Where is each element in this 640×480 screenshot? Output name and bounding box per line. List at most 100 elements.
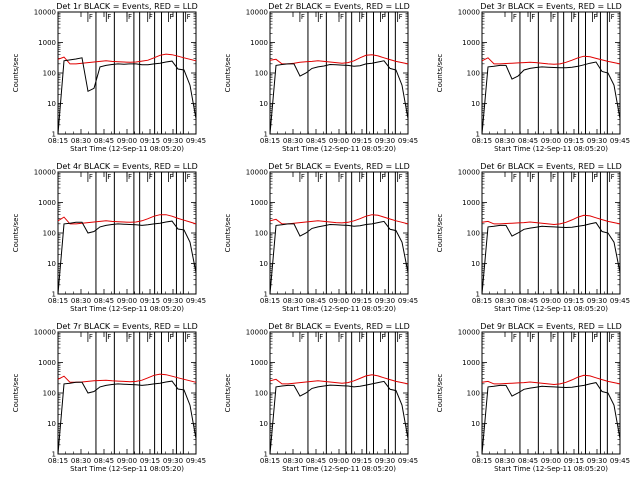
x-tick-label: 08:15 xyxy=(48,137,68,145)
chart-panel-3: Det 3r BLACK = Events, RED = LLD 1 10 100 10… xyxy=(436,2,630,153)
x-tick-label: 09:15 xyxy=(140,297,160,305)
x-tick-label: 09:00 xyxy=(329,457,349,465)
y-axis-label: Counts/sec xyxy=(224,54,232,93)
y-tick-label: 10 xyxy=(47,260,56,268)
flag-label: F xyxy=(107,13,111,21)
flag-label: F xyxy=(611,333,615,341)
flag-label: F xyxy=(361,13,365,21)
chart-title: Det 8r BLACK = Events, RED = LLD xyxy=(268,322,410,331)
x-tick-label: 08:45 xyxy=(94,137,114,145)
x-tick-label: 08:30 xyxy=(283,297,303,305)
flag-label: F xyxy=(149,173,153,181)
x-tick-label: 08:30 xyxy=(495,297,515,305)
y-tick-label: 10000 xyxy=(458,329,480,337)
y-axis-label: Counts/sec xyxy=(224,374,232,413)
y-tick-label: 100 xyxy=(255,70,268,78)
x-axis-label: Start Time (12-Sep-11 08:05:20) xyxy=(70,305,184,313)
x-tick-label: 08:30 xyxy=(71,297,91,305)
y-axis-label: Counts/sec xyxy=(436,214,444,253)
x-tick-label: 09:00 xyxy=(117,137,137,145)
chart-panel-2: Det 2r BLACK = Events, RED = LLD 1 10 100 10… xyxy=(224,2,418,153)
flag-label: F xyxy=(340,13,344,21)
plot-frame xyxy=(481,11,621,135)
x-tick-label: 09:30 xyxy=(587,297,607,305)
plot-frame xyxy=(481,171,621,295)
plot-frame xyxy=(481,331,621,455)
flag-label: F xyxy=(531,13,535,21)
x-tick-label: 09:45 xyxy=(610,457,630,465)
flag-label: F xyxy=(301,13,305,21)
y-tick-label: 1 xyxy=(52,131,56,139)
chart-panel-5: Det 5r BLACK = Events, RED = LLD 1 10 100 10… xyxy=(224,162,418,313)
y-tick-label: 100 xyxy=(255,230,268,238)
flag-label: F xyxy=(573,173,577,181)
x-tick-label: 09:15 xyxy=(352,137,372,145)
flag-label: F xyxy=(128,333,132,341)
series-lld-line xyxy=(57,214,197,225)
flag-label: F xyxy=(107,333,111,341)
x-tick-label: 09:30 xyxy=(163,457,183,465)
chart-title: Det 7r BLACK = Events, RED = LLD xyxy=(56,322,198,331)
flag-label: F xyxy=(611,173,615,181)
flag-label: F xyxy=(89,333,93,341)
plot-frame xyxy=(57,171,197,295)
x-tick-label: 09:30 xyxy=(375,297,395,305)
flag-label: F xyxy=(593,333,597,341)
x-tick-label: 09:30 xyxy=(587,457,607,465)
chart-panel-8: Det 8r BLACK = Events, RED = LLD 1 10 100 10… xyxy=(224,322,418,473)
x-tick-label: 08:30 xyxy=(283,137,303,145)
y-tick-label: 10 xyxy=(259,420,268,428)
flag-label: F xyxy=(149,333,153,341)
flag-label: F xyxy=(169,173,173,181)
y-axis-label: Counts/sec xyxy=(224,214,232,253)
flag-label: F xyxy=(149,13,153,21)
x-axis-label: Start Time (12-Sep-11 08:05:20) xyxy=(494,465,608,473)
series-events-line xyxy=(269,380,409,455)
x-tick-label: 08:30 xyxy=(495,137,515,145)
x-tick-label: 08:45 xyxy=(518,457,538,465)
chart-title: Det 3r BLACK = Events, RED = LLD xyxy=(480,2,622,11)
y-tick-label: 10 xyxy=(47,420,56,428)
x-tick-label: 08:45 xyxy=(306,137,326,145)
chart-title: Det 2r BLACK = Events, RED = LLD xyxy=(268,2,410,11)
series-lld-line xyxy=(269,374,409,385)
x-tick-label: 08:30 xyxy=(283,457,303,465)
flag-label: F xyxy=(89,173,93,181)
y-tick-label: 1000 xyxy=(462,199,480,207)
series-lld-line xyxy=(57,53,197,65)
flag-label: F xyxy=(301,333,305,341)
series-events-line xyxy=(269,220,409,295)
y-tick-label: 100 xyxy=(43,390,56,398)
y-tick-label: 10 xyxy=(259,100,268,108)
flag-label: F xyxy=(399,13,403,21)
x-tick-label: 08:45 xyxy=(306,297,326,305)
flag-label: F xyxy=(552,333,556,341)
y-tick-label: 1000 xyxy=(250,359,268,367)
flag-label: F xyxy=(513,13,517,21)
x-tick-label: 09:15 xyxy=(352,297,372,305)
x-tick-label: 09:00 xyxy=(329,137,349,145)
y-tick-label: 1000 xyxy=(250,199,268,207)
flag-label: F xyxy=(381,13,385,21)
x-tick-label: 09:15 xyxy=(564,297,584,305)
flag-label: F xyxy=(399,173,403,181)
x-axis-label: Start Time (12-Sep-11 08:05:20) xyxy=(494,145,608,153)
flag-label: F xyxy=(611,13,615,21)
y-axis-label: Counts/sec xyxy=(12,54,20,93)
x-tick-label: 08:30 xyxy=(71,137,91,145)
y-tick-label: 10 xyxy=(471,260,480,268)
x-tick-label: 08:15 xyxy=(260,457,280,465)
y-axis-label: Counts/sec xyxy=(12,374,20,413)
series-lld-line xyxy=(481,214,621,226)
series-lld-line xyxy=(269,54,409,65)
chart-panel-7: Det 7r BLACK = Events, RED = LLD 1 10 100 10… xyxy=(12,322,206,473)
flag-label: F xyxy=(573,333,577,341)
x-tick-label: 09:30 xyxy=(375,137,395,145)
series-events-line xyxy=(481,222,621,295)
y-tick-label: 100 xyxy=(255,390,268,398)
x-tick-label: 09:00 xyxy=(117,297,137,305)
x-tick-label: 09:45 xyxy=(186,297,206,305)
flag-label: F xyxy=(399,333,403,341)
plot-frame xyxy=(269,331,409,455)
